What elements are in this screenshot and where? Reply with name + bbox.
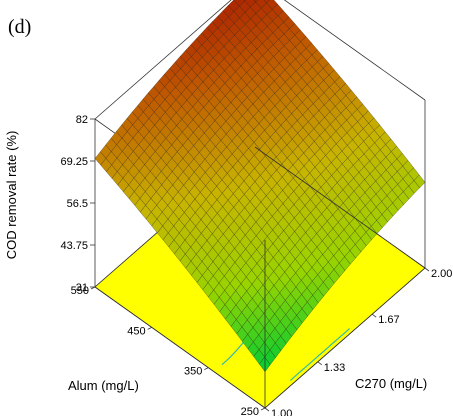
surface-cell [413,174,426,189]
panel-label: (d) [8,16,32,38]
x-tick-label: 2.00 [431,268,452,280]
frame-edge [283,0,426,101]
y-tick-label: 350 [184,366,202,378]
y-tick-label: 250 [241,406,259,416]
z-tick-label: 31 [76,282,88,294]
z-tick-label: 82 [76,114,88,126]
z-tick-label: 43.75 [60,240,88,252]
x-tick-mark [317,361,323,366]
x-tick-mark [424,267,430,272]
surface-cell [253,0,258,3]
y-axis-label: Alum (mg/L) [68,378,139,393]
y-tick-mark [260,407,266,411]
x-tick-mark [371,313,377,318]
y-tick-mark [204,367,209,371]
z-tick-label: 56.5 [67,198,88,210]
floor-contour-line [290,328,350,381]
x-tick-mark [264,407,270,412]
x-axis-label: C270 (mg/L) [355,376,427,391]
y-tick-mark [147,326,152,330]
x-tick-label: 1.33 [324,362,345,374]
surface-cell [263,0,271,4]
box-front-frame [94,100,426,409]
x-tick-label: 1.67 [378,314,399,326]
response-surface [94,0,426,373]
frame-edge [264,267,426,409]
axis-ticks: 31 43.75 56.5 69.25 82 250 350 450 550 1.00 1.33 1.… [60,114,452,416]
y-tick-label: 550 [71,285,89,297]
z-tick-label: 69.25 [60,156,88,168]
y-tick-label: 450 [127,325,145,337]
frame-edge [254,146,426,269]
frame-edge [94,286,266,409]
z-axis-label: COD removal rate (%) [4,131,19,260]
frame-edge [94,0,232,120]
x-tick-label: 1.00 [271,408,292,416]
y-tick-mark [90,286,96,290]
